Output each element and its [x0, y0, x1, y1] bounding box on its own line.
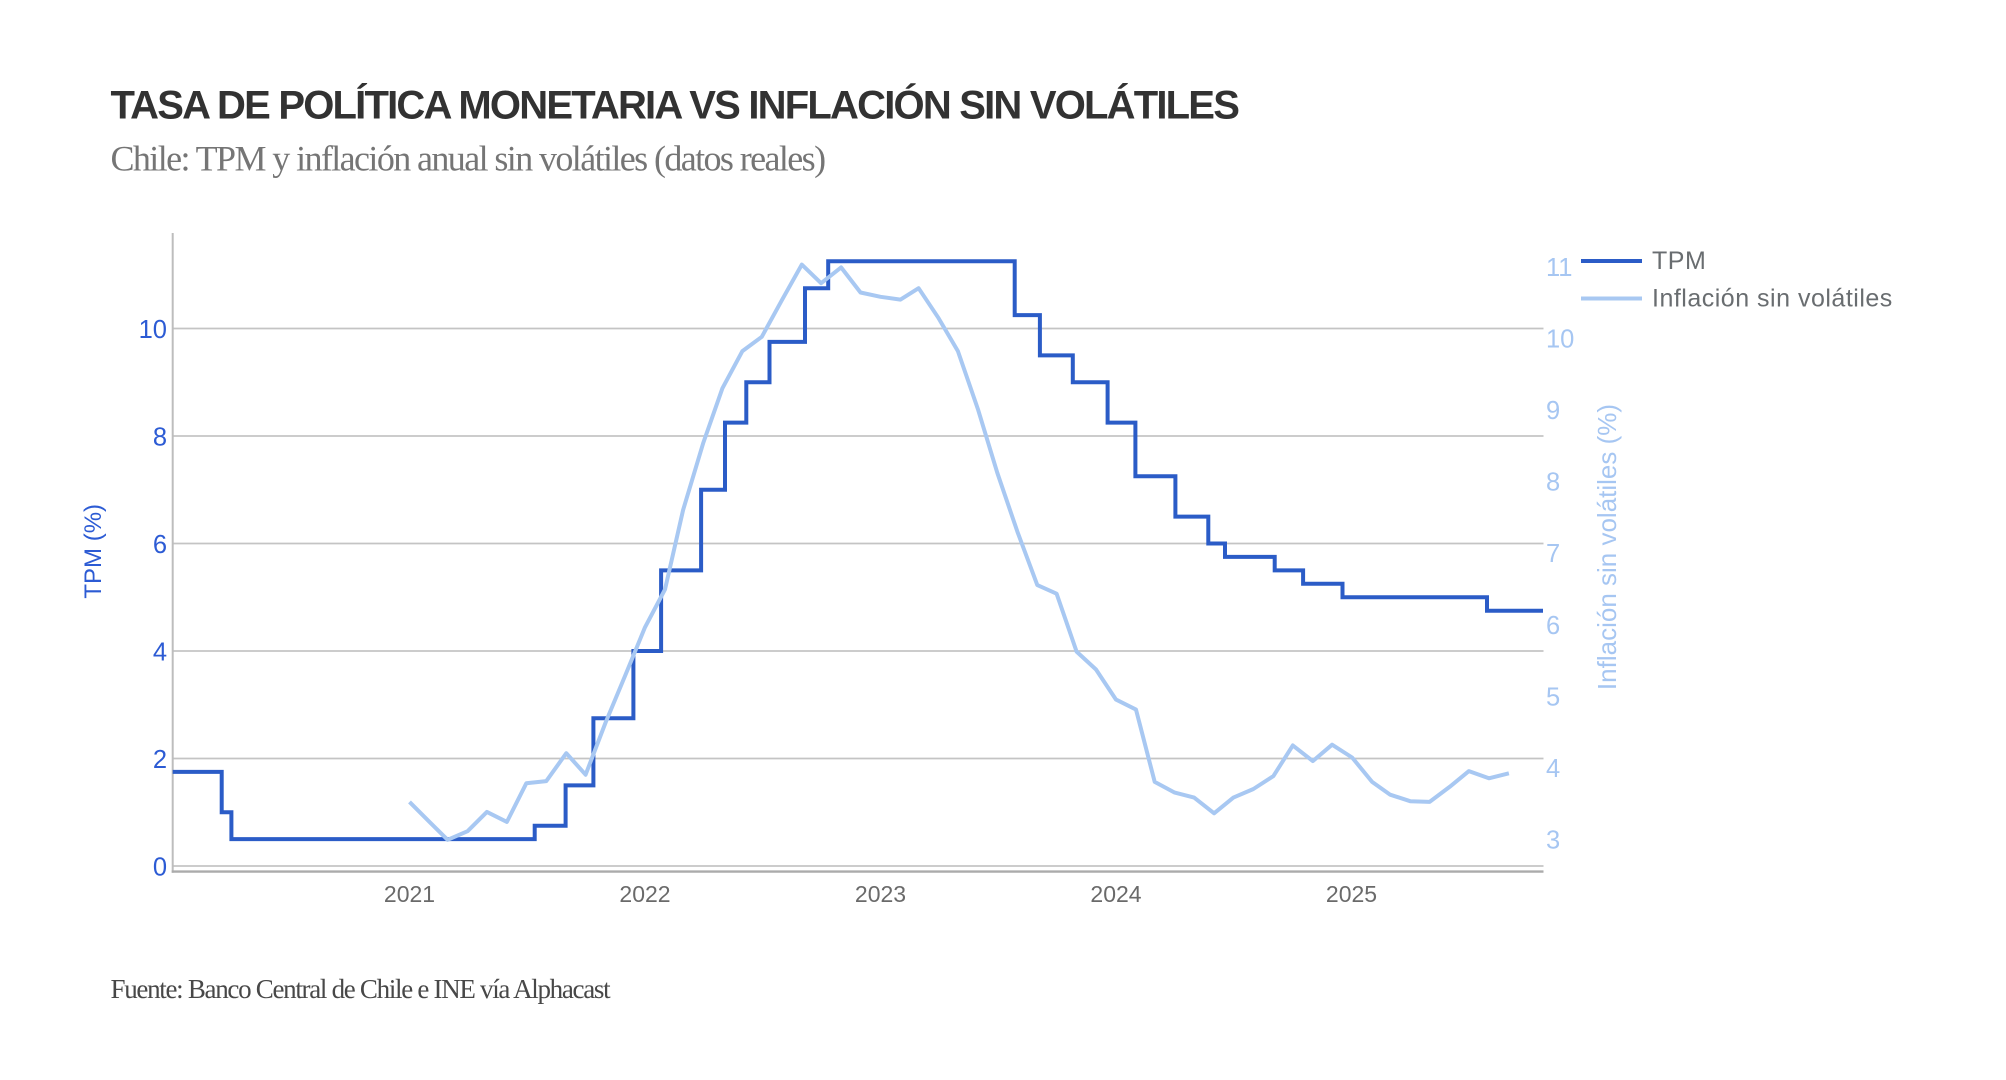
svg-text:10: 10 [139, 316, 167, 344]
svg-text:10: 10 [1546, 326, 1574, 354]
svg-text:11: 11 [1546, 254, 1572, 282]
svg-text:Fuente: Banco Central de Chile: Fuente: Banco Central de Chile e INE vía… [111, 974, 612, 1004]
svg-text:2024: 2024 [1090, 881, 1141, 907]
svg-text:4: 4 [1546, 755, 1560, 783]
svg-text:4: 4 [153, 638, 167, 666]
svg-text:6: 6 [153, 531, 167, 559]
svg-text:TASA DE POLÍTICA MONETARIA VS: TASA DE POLÍTICA MONETARIA VS INFLACIÓN … [111, 82, 1240, 128]
svg-text:Chile: TPM y inflación anual s: Chile: TPM y inflación anual sin volátil… [111, 139, 826, 179]
svg-text:9: 9 [1546, 397, 1560, 425]
svg-text:7: 7 [1546, 540, 1560, 568]
svg-text:6: 6 [1546, 612, 1560, 640]
svg-text:TPM (%): TPM (%) [80, 504, 107, 599]
svg-text:8: 8 [1546, 469, 1560, 497]
svg-text:2021: 2021 [384, 881, 435, 907]
svg-text:Inflación sin volátiles (%): Inflación sin volátiles (%) [1592, 404, 1622, 690]
svg-text:5: 5 [1546, 683, 1560, 711]
svg-text:2022: 2022 [619, 881, 670, 907]
svg-text:TPM: TPM [1652, 247, 1706, 275]
svg-text:2023: 2023 [855, 881, 906, 907]
svg-text:0: 0 [153, 853, 167, 881]
svg-text:2025: 2025 [1326, 881, 1377, 907]
svg-text:8: 8 [153, 423, 167, 451]
svg-text:Inflación sin volátiles: Inflación sin volátiles [1652, 285, 1893, 313]
svg-text:2: 2 [153, 746, 167, 774]
svg-text:3: 3 [1546, 826, 1560, 854]
